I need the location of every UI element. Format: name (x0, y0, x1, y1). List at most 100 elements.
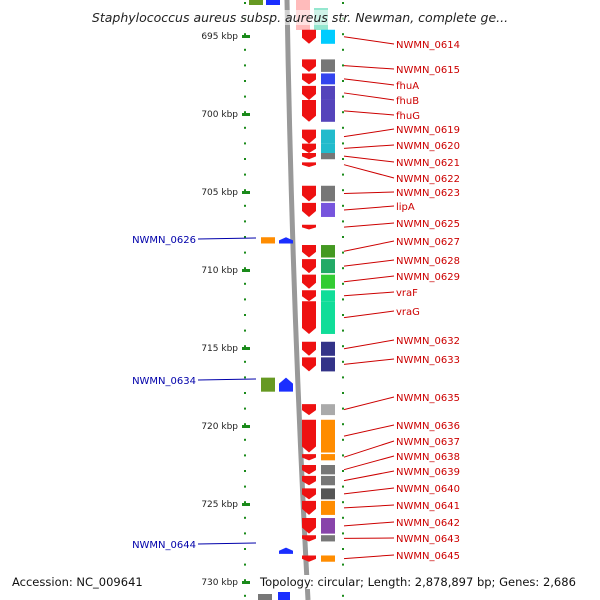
guide-dot (342, 267, 344, 270)
gene-arrow[interactable] (302, 404, 316, 416)
gene-arrow[interactable] (302, 59, 316, 72)
gene-label[interactable]: vraG (396, 307, 420, 318)
gene-arrow[interactable] (302, 73, 316, 85)
gene-label[interactable]: NWMN_0638 (396, 452, 460, 463)
gene-arrow[interactable] (302, 475, 316, 486)
guide-dot (342, 220, 344, 223)
gene-arrow[interactable] (302, 555, 316, 562)
cropped-gene (278, 592, 290, 600)
gene-label[interactable]: lipA (396, 202, 415, 213)
gene-label[interactable]: fhuG (396, 111, 420, 122)
gene-label[interactable]: NWMN_0640 (396, 484, 460, 495)
gene-label[interactable]: vraF (396, 288, 418, 299)
gene-arrow[interactable] (302, 465, 316, 475)
gene-arrow[interactable] (302, 488, 316, 500)
gene-arrow[interactable] (302, 500, 316, 515)
gene-label-leader (343, 396, 395, 411)
gene-arrow[interactable] (302, 29, 316, 44)
gene-arrow[interactable] (302, 245, 316, 258)
gene-category-block (321, 73, 335, 85)
gene-label-leader (343, 65, 395, 70)
gene-arrow[interactable] (302, 535, 316, 542)
ruler-tick-label: 705 kbp (201, 188, 238, 198)
gene-category-block (321, 202, 335, 217)
gene-arrow[interactable] (302, 224, 316, 230)
gene-arrow[interactable] (279, 547, 293, 554)
gene-label[interactable]: NWMN_0623 (396, 188, 460, 199)
guide-dot (342, 407, 344, 410)
guide-dot (244, 548, 246, 550)
ruler-tick (242, 35, 250, 38)
gene-arrow[interactable] (302, 129, 316, 144)
gene-arrow[interactable] (302, 274, 316, 289)
gene-label[interactable]: NWMN_0633 (396, 355, 460, 366)
gene-category-block (321, 99, 335, 122)
guide-dot (244, 282, 246, 285)
gene-label[interactable]: NWMN_0636 (396, 421, 460, 432)
gene-arrow[interactable] (302, 341, 316, 356)
gene-arrow[interactable] (279, 237, 293, 244)
gene-category-block (321, 555, 335, 562)
gene-label[interactable]: NWMN_0645 (396, 551, 460, 562)
gene-label[interactable]: NWMN_0644 (132, 540, 196, 551)
gene-arrow[interactable] (302, 143, 316, 153)
guide-dot (342, 48, 344, 51)
gene-label[interactable]: NWMN_0628 (396, 256, 460, 267)
guide-dot (244, 516, 246, 519)
gene-label[interactable]: fhuA (396, 81, 419, 92)
gene-arrow[interactable] (302, 99, 316, 122)
gene-category-block (321, 274, 335, 289)
gene-label[interactable]: NWMN_0621 (396, 158, 460, 169)
gene-category-block (321, 153, 335, 160)
gene-arrow[interactable] (302, 153, 316, 160)
gene-arrow[interactable] (302, 357, 316, 372)
gene-arrow[interactable] (302, 85, 316, 100)
gene-arrow[interactable] (302, 301, 316, 334)
guide-dot (244, 173, 246, 176)
guide-dot (244, 563, 246, 566)
gene-label[interactable]: NWMN_0643 (396, 534, 460, 545)
guide-dot (342, 594, 344, 597)
guide-dot (342, 454, 344, 457)
ruler-tick (242, 191, 250, 194)
gene-arrow[interactable] (302, 290, 316, 302)
gene-arrow[interactable] (302, 518, 316, 534)
gene-label-leader (343, 455, 395, 471)
gene-label[interactable]: NWMN_0629 (396, 272, 460, 283)
guide-dot (244, 126, 246, 129)
gene-label-leader (343, 521, 395, 527)
gene-label[interactable]: NWMN_0632 (396, 336, 460, 347)
gene-arrow[interactable] (302, 454, 316, 461)
gene-label[interactable]: NWMN_0622 (396, 174, 460, 185)
gene-label[interactable]: NWMN_0634 (132, 376, 196, 387)
gene-category-block (321, 488, 335, 500)
guide-dot (342, 470, 344, 472)
gene-arrow[interactable] (302, 202, 316, 217)
gene-label[interactable]: NWMN_0626 (132, 235, 196, 246)
gene-arrow[interactable] (302, 259, 316, 274)
gene-label[interactable]: NWMN_0615 (396, 65, 460, 76)
guide-dot (342, 376, 344, 379)
gene-arrow[interactable] (302, 185, 316, 202)
gene-label[interactable]: NWMN_0619 (396, 125, 460, 136)
ruler-tick-label: 725 kbp (201, 500, 238, 510)
guide-dot (244, 220, 246, 223)
gene-label[interactable]: NWMN_0635 (396, 393, 460, 404)
gene-label[interactable]: NWMN_0620 (396, 141, 460, 152)
gene-arrow[interactable] (302, 419, 316, 453)
guide-dot (342, 282, 344, 285)
guide-dot (244, 48, 246, 51)
gene-label[interactable]: NWMN_0639 (396, 467, 460, 478)
gene-arrow[interactable] (279, 377, 293, 392)
gene-arrow[interactable] (302, 162, 316, 168)
gene-label[interactable]: NWMN_0614 (396, 40, 460, 51)
gene-label[interactable]: NWMN_0641 (396, 501, 460, 512)
gene-label[interactable]: NWMN_0625 (396, 219, 460, 230)
gene-label[interactable]: NWMN_0637 (396, 437, 460, 448)
guide-dot (342, 236, 344, 238)
guide-dot (244, 314, 246, 316)
guide-dot (244, 485, 246, 488)
gene-label[interactable]: NWMN_0642 (396, 518, 460, 529)
gene-label[interactable]: fhuB (396, 96, 419, 107)
gene-label[interactable]: NWMN_0627 (396, 237, 460, 248)
